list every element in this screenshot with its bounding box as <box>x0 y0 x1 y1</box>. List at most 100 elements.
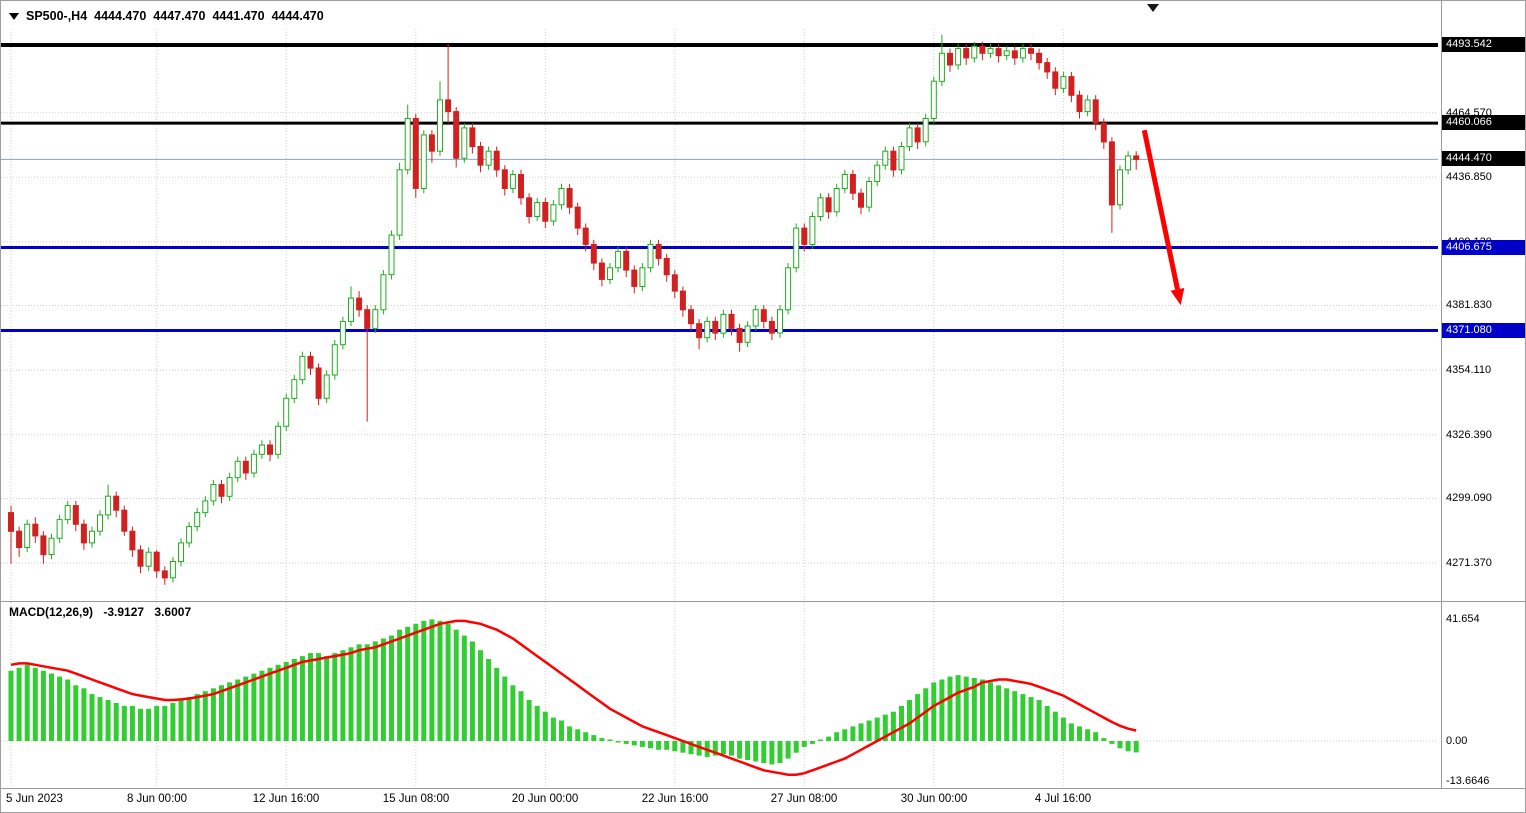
macd-histogram-bar <box>996 685 1002 741</box>
macd-histogram-bar <box>421 620 427 741</box>
candle <box>744 321 751 347</box>
candle <box>250 449 257 478</box>
macd-histogram-bar <box>348 647 354 741</box>
candle <box>696 319 703 350</box>
candle <box>671 270 678 299</box>
candle <box>793 223 800 273</box>
macd-histogram-bar <box>389 635 394 741</box>
macd-histogram-bar <box>380 638 386 741</box>
candle <box>64 500 71 525</box>
candle <box>24 519 31 553</box>
candle <box>1084 95 1091 117</box>
macd-histogram-bar <box>559 720 564 741</box>
macd-histogram-bar <box>162 705 168 741</box>
macd-axis-label: 41.654 <box>1446 613 1480 625</box>
candle <box>437 81 443 156</box>
macd-histogram-bar <box>761 741 767 763</box>
macd-histogram-bar <box>623 741 629 744</box>
macd-histogram-bar <box>939 679 945 741</box>
macd-histogram-bar <box>793 741 799 753</box>
macd-histogram-bar <box>32 667 38 741</box>
candle <box>364 305 371 422</box>
candle <box>639 263 646 292</box>
symbol-info-bar: SP500-,H4 4444.470 4447.470 4441.470 444… <box>9 9 331 23</box>
macd-histogram-bar <box>712 741 718 756</box>
macd-histogram-bar <box>356 644 362 741</box>
candle <box>1068 71 1075 103</box>
candle <box>501 165 508 196</box>
macd-histogram-bar <box>73 685 79 741</box>
macd-histogram-bar <box>567 726 573 741</box>
candle <box>258 440 265 459</box>
macd-histogram-bar <box>882 714 888 741</box>
time-axis-label: 4 Jul 16:00 <box>1034 793 1092 805</box>
price-axis-label: 4354.110 <box>1446 364 1492 376</box>
macd-histogram-bar <box>1133 741 1139 753</box>
macd-histogram-bar <box>575 729 581 741</box>
candle <box>688 305 694 331</box>
time-axis-label: 8 Jun 00:00 <box>126 793 188 805</box>
candle <box>412 113 419 198</box>
candle <box>518 169 524 205</box>
macd-histogram-bar <box>429 619 435 741</box>
time-axis-label: 27 Jun 08:00 <box>770 793 838 805</box>
price-close: 4444.470 <box>271 9 324 23</box>
candle <box>129 526 136 557</box>
candle <box>558 183 565 210</box>
macd-histogram-bar <box>129 705 135 741</box>
candle <box>461 123 468 163</box>
price-badge: 4444.470 <box>1442 151 1525 166</box>
macd-signal-line <box>10 619 1137 776</box>
candle <box>647 239 654 273</box>
candle <box>89 526 95 548</box>
macd-histogram-bar <box>445 623 451 741</box>
candle <box>590 239 597 271</box>
macd-histogram-bar <box>405 626 411 741</box>
macd-histogram-bar <box>251 673 257 741</box>
candle <box>56 514 63 543</box>
candle <box>275 421 282 459</box>
macd-histogram-bar <box>1093 732 1099 741</box>
price-badge: 4493.542 <box>1442 37 1525 52</box>
candle <box>1003 46 1010 61</box>
macd-histogram-bar <box>931 682 937 741</box>
macd-histogram-bar <box>866 720 872 741</box>
candle <box>1125 151 1132 175</box>
candle <box>898 141 905 175</box>
macd-histogram-bar <box>874 717 880 741</box>
macd-histogram-bar <box>194 694 200 741</box>
macd-histogram-bar <box>308 653 313 741</box>
macd-indicator-label: MACD(12,26,9) -3.9127 3.6007 <box>9 605 198 619</box>
trend-arrow[interactable] <box>1141 129 1185 306</box>
macd-histogram-bar <box>8 670 14 741</box>
candle <box>890 146 897 177</box>
macd-name: MACD(12,26,9) <box>9 605 94 619</box>
candle <box>80 519 87 550</box>
candle <box>526 193 533 224</box>
macd-histogram-bar <box>720 741 726 755</box>
macd-histogram-bar <box>639 741 645 747</box>
candle <box>1100 118 1107 149</box>
macd-histogram-bar <box>178 700 184 741</box>
candle <box>817 193 824 222</box>
candle <box>32 517 39 543</box>
candle <box>809 211 816 250</box>
macd-histogram-bar <box>1036 700 1042 741</box>
candle <box>153 549 160 578</box>
candle <box>331 340 338 380</box>
macd-histogram-bar <box>1012 691 1018 741</box>
macd-histogram-bar <box>1052 711 1058 741</box>
candle <box>1133 151 1140 170</box>
macd-histogram-bar <box>1125 741 1131 752</box>
candle <box>485 146 492 170</box>
candle <box>987 43 994 58</box>
macd-histogram-bar <box>105 700 111 741</box>
macd-histogram-bar <box>57 676 63 741</box>
macd-histogram-bar <box>259 670 265 741</box>
time-axis-label: 15 Jun 08:00 <box>382 793 450 805</box>
candle <box>704 316 711 343</box>
candle <box>477 141 484 173</box>
chart-shift-marker-icon[interactable] <box>1147 4 1159 12</box>
candle <box>323 370 330 403</box>
